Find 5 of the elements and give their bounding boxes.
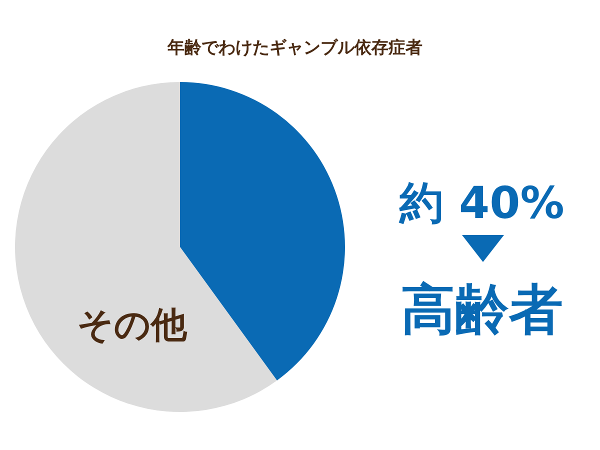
legend-label: 高齢者 [401,278,563,341]
chart-title: 年齢でわけたギャンブル依存症者 [166,38,422,58]
pie-slice [15,82,277,412]
slice-label: その他 [77,305,188,346]
data-label: 約 40% [398,178,564,229]
